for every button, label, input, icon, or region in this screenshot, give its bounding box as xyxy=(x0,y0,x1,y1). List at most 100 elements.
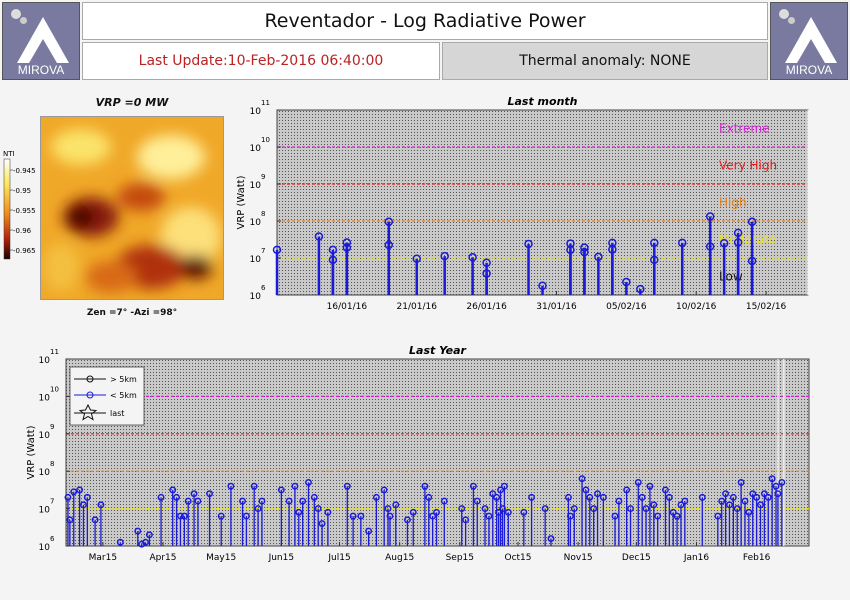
x-tick-label: Apr15 xyxy=(149,553,176,563)
data-point xyxy=(291,482,299,490)
data-point xyxy=(760,490,768,498)
data-point xyxy=(493,493,501,501)
data-point xyxy=(242,512,250,520)
data-point xyxy=(538,281,547,290)
x-tick-label: Feb16 xyxy=(743,553,771,563)
data-point xyxy=(277,486,285,494)
data-point xyxy=(91,516,99,524)
data-point xyxy=(650,238,659,248)
data-point xyxy=(328,255,338,265)
data-point xyxy=(636,284,645,294)
y-tick-exponent: 7 xyxy=(50,498,54,506)
data-point xyxy=(608,238,617,248)
legend-label: > 5km xyxy=(110,375,137,384)
legend-marker-near xyxy=(86,391,94,399)
map-title: VRP =0 MW xyxy=(95,96,169,109)
data-point xyxy=(497,486,504,494)
data-point xyxy=(66,516,74,524)
data-point xyxy=(698,493,706,501)
data-point xyxy=(733,228,743,238)
colorbar: NTI -0.945 -0.95 -0.955 -0.96 -0.965 xyxy=(3,150,36,260)
data-point xyxy=(669,508,677,516)
data-point xyxy=(409,508,417,516)
data-point xyxy=(324,508,332,516)
data-point xyxy=(425,493,433,501)
level-label: Extreme xyxy=(719,122,770,136)
y-tick-exponent: 7 xyxy=(261,247,265,255)
data-point xyxy=(594,490,601,498)
data-point xyxy=(134,527,142,535)
colorbar-tick-label: -0.95 xyxy=(13,187,31,195)
logo-text: MIROVA xyxy=(785,63,833,77)
colorbar-gradient xyxy=(3,158,11,260)
data-point xyxy=(184,497,192,505)
data-point xyxy=(70,488,78,496)
y-tick-exponent: 11 xyxy=(261,99,270,107)
data-point xyxy=(258,497,266,505)
y-tick-label: 10 xyxy=(250,255,262,265)
data-point xyxy=(654,512,662,520)
data-point xyxy=(547,535,555,542)
chart-title: Last month xyxy=(507,95,577,108)
data-point xyxy=(673,512,681,520)
data-point xyxy=(615,497,623,505)
star-icon xyxy=(78,403,98,421)
y-tick-label: 10 xyxy=(39,543,51,553)
data-point xyxy=(157,493,165,501)
data-point xyxy=(386,512,394,520)
data-point xyxy=(733,238,743,247)
data-point xyxy=(681,497,689,505)
data-point xyxy=(314,232,324,241)
data-point xyxy=(310,493,318,501)
y-tick-label: 10 xyxy=(39,393,51,403)
data-point xyxy=(599,493,607,501)
x-tick-label: 26/01/16 xyxy=(466,302,507,312)
data-point xyxy=(342,238,352,247)
data-point xyxy=(380,486,388,494)
data-point xyxy=(524,239,533,249)
y-tick-exponent: 11 xyxy=(50,348,59,356)
data-point xyxy=(116,538,124,546)
data-point xyxy=(343,482,351,490)
logo-text: MIROVA xyxy=(17,63,65,77)
data-point xyxy=(772,482,780,490)
y-axis-label: VRP (Watt) xyxy=(26,425,37,479)
data-point xyxy=(495,508,503,516)
data-point xyxy=(638,493,646,501)
data-point xyxy=(586,493,594,501)
logo-dot xyxy=(779,9,789,19)
mirova-logo-left: MIROVA xyxy=(2,2,80,80)
data-point xyxy=(357,512,365,520)
y-tick-exponent: 8 xyxy=(50,460,54,468)
data-point xyxy=(677,238,687,248)
data-point xyxy=(722,490,730,498)
page-title: Reventador - Log Radiative Power xyxy=(82,2,768,40)
data-point xyxy=(250,482,258,490)
data-point xyxy=(462,516,470,524)
data-point xyxy=(611,512,619,520)
data-point xyxy=(239,497,246,505)
data-point xyxy=(305,478,312,486)
data-point xyxy=(747,217,757,226)
volcano-inner-shape xyxy=(29,39,57,63)
data-point xyxy=(623,486,631,494)
data-point xyxy=(365,527,373,535)
data-point xyxy=(482,269,491,278)
x-tick-label: Jul15 xyxy=(327,553,350,563)
x-tick-label: Sep15 xyxy=(446,553,474,563)
data-point xyxy=(622,277,631,287)
y-tick-label: 10 xyxy=(250,181,262,191)
y-axis-label: VRP (Watt) xyxy=(236,175,247,229)
x-tick-label: 16/01/16 xyxy=(327,302,368,312)
data-point xyxy=(741,497,749,505)
data-point xyxy=(594,252,603,262)
data-point xyxy=(677,501,685,509)
data-point xyxy=(646,482,654,490)
y-tick-exponent: 6 xyxy=(261,284,266,292)
data-point xyxy=(665,493,673,501)
x-tick-label: 05/02/16 xyxy=(606,302,647,312)
y-tick-label: 10 xyxy=(250,292,262,302)
data-point xyxy=(384,505,392,513)
